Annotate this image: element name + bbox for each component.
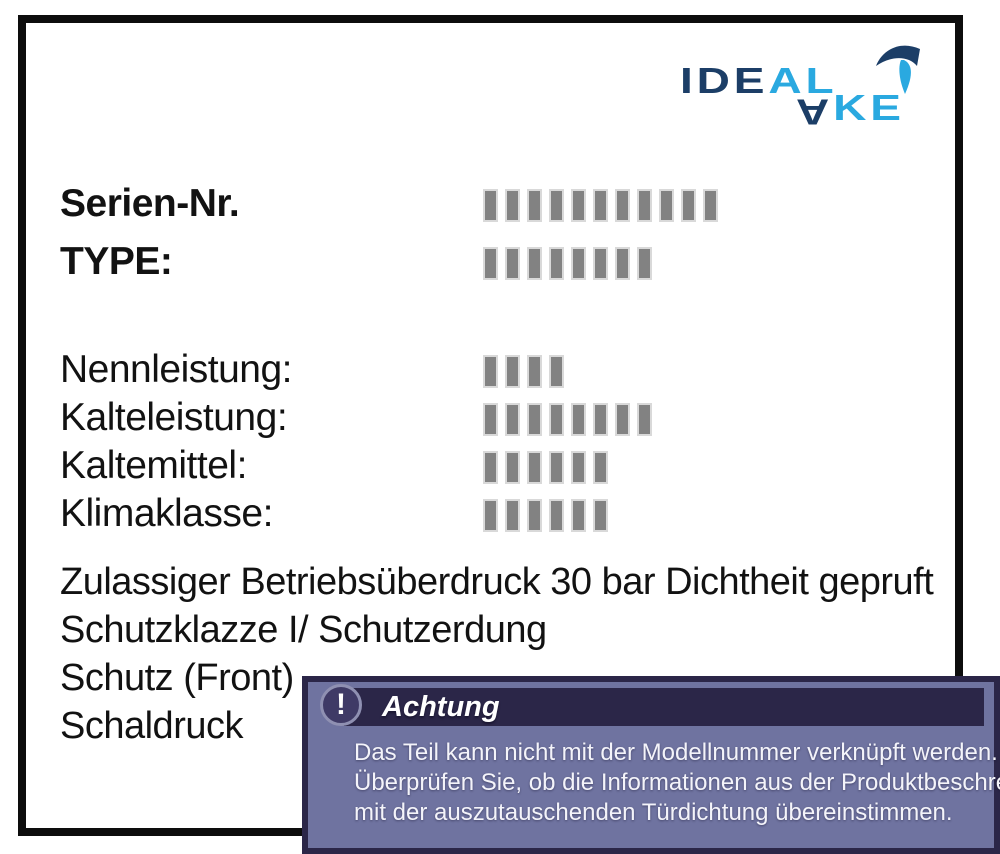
exclamation-icon: ! [320,684,362,726]
type-value-blocks [483,247,652,280]
kalteleistung-label: Kalteleistung: [60,396,288,439]
nennleistung-value-blocks [483,355,564,388]
serial-number-label: Serien-Nr. [60,182,240,225]
klimaklasse-value-blocks [483,499,608,532]
value-placeholder-block [637,189,652,222]
logo-word-bottom: AKE [796,87,905,133]
value-placeholder-block [615,189,630,222]
value-placeholder-block [505,189,520,222]
value-placeholder-block [527,451,542,484]
value-placeholder-block [571,451,586,484]
warning-message-line: mit der auszutauschenden Türdichtung übe… [354,799,953,826]
value-placeholder-block [549,451,564,484]
note-schutz-front: Schutz (Front) [60,657,294,699]
exclamation-glyph: ! [336,688,346,721]
value-placeholder-block [549,355,564,388]
value-placeholder-block [659,189,674,222]
nameplate-notes: Zulassiger Betriebsüberdruck 30 bar Dich… [60,558,934,750]
kaltemittel-label: Kaltemittel: [60,444,247,487]
value-placeholder-block [527,189,542,222]
value-placeholder-block [505,451,520,484]
value-placeholder-block [549,247,564,280]
value-placeholder-block [593,499,608,532]
value-placeholder-block [483,355,498,388]
value-placeholder-block [483,451,498,484]
note-schaldruck: Schaldruck [60,705,243,747]
value-placeholder-block [527,403,542,436]
bird-swoosh-icon [876,45,920,94]
value-placeholder-block [637,403,652,436]
value-placeholder-block [505,355,520,388]
kaltemittel-value-blocks [483,451,608,484]
value-placeholder-block [593,451,608,484]
value-placeholder-block [505,403,520,436]
warning-popup: ! Achtung Das Teil kann nicht mit der Mo… [302,676,1000,854]
value-placeholder-block [703,189,718,222]
value-placeholder-block [593,189,608,222]
value-placeholder-block [593,247,608,280]
value-placeholder-block [527,355,542,388]
kalteleistung-value-blocks [483,403,652,436]
value-placeholder-block [681,189,696,222]
logo-bottom-light-text: KE [833,87,905,128]
note-schutzklasse: Schutzklazze I/ Schutzerdung [60,609,547,651]
value-placeholder-block [571,189,586,222]
value-placeholder-block [593,403,608,436]
value-placeholder-block [483,247,498,280]
logo-bottom-flipped-a: A [796,91,834,133]
value-placeholder-block [571,403,586,436]
value-placeholder-block [549,499,564,532]
value-placeholder-block [505,247,520,280]
logo-top-dark-text: IDE [680,60,769,101]
klimaklasse-label: Klimaklasse: [60,492,273,535]
note-betriebsueberdruck: Zulassiger Betriebsüberdruck 30 bar Dich… [60,561,934,603]
value-placeholder-block [637,247,652,280]
logo-word-top: IDEAL [680,63,837,99]
nennleistung-label: Nennleistung: [60,348,293,391]
warning-message-line: Überprüfen Sie, ob die Informationen aus… [354,769,1000,796]
serial-number-value-blocks [483,189,718,222]
value-placeholder-block [549,189,564,222]
value-placeholder-block [483,403,498,436]
warning-title: Achtung [382,691,500,723]
brand-logo: IDEAL AKE [676,45,946,134]
type-label: TYPE: [60,240,173,283]
value-placeholder-block [527,499,542,532]
value-placeholder-block [615,247,630,280]
value-placeholder-block [571,247,586,280]
warning-title-bar [344,688,984,726]
warning-message-line: Das Teil kann nicht mit der Modellnummer… [354,739,998,766]
logo-top-light-text: AL [768,60,838,101]
value-placeholder-block [505,499,520,532]
value-placeholder-block [571,499,586,532]
value-placeholder-block [527,247,542,280]
value-placeholder-block [483,499,498,532]
value-placeholder-block [549,403,564,436]
value-placeholder-block [483,189,498,222]
warning-message: Das Teil kann nicht mit der Modellnummer… [354,738,1000,828]
value-placeholder-block [615,403,630,436]
